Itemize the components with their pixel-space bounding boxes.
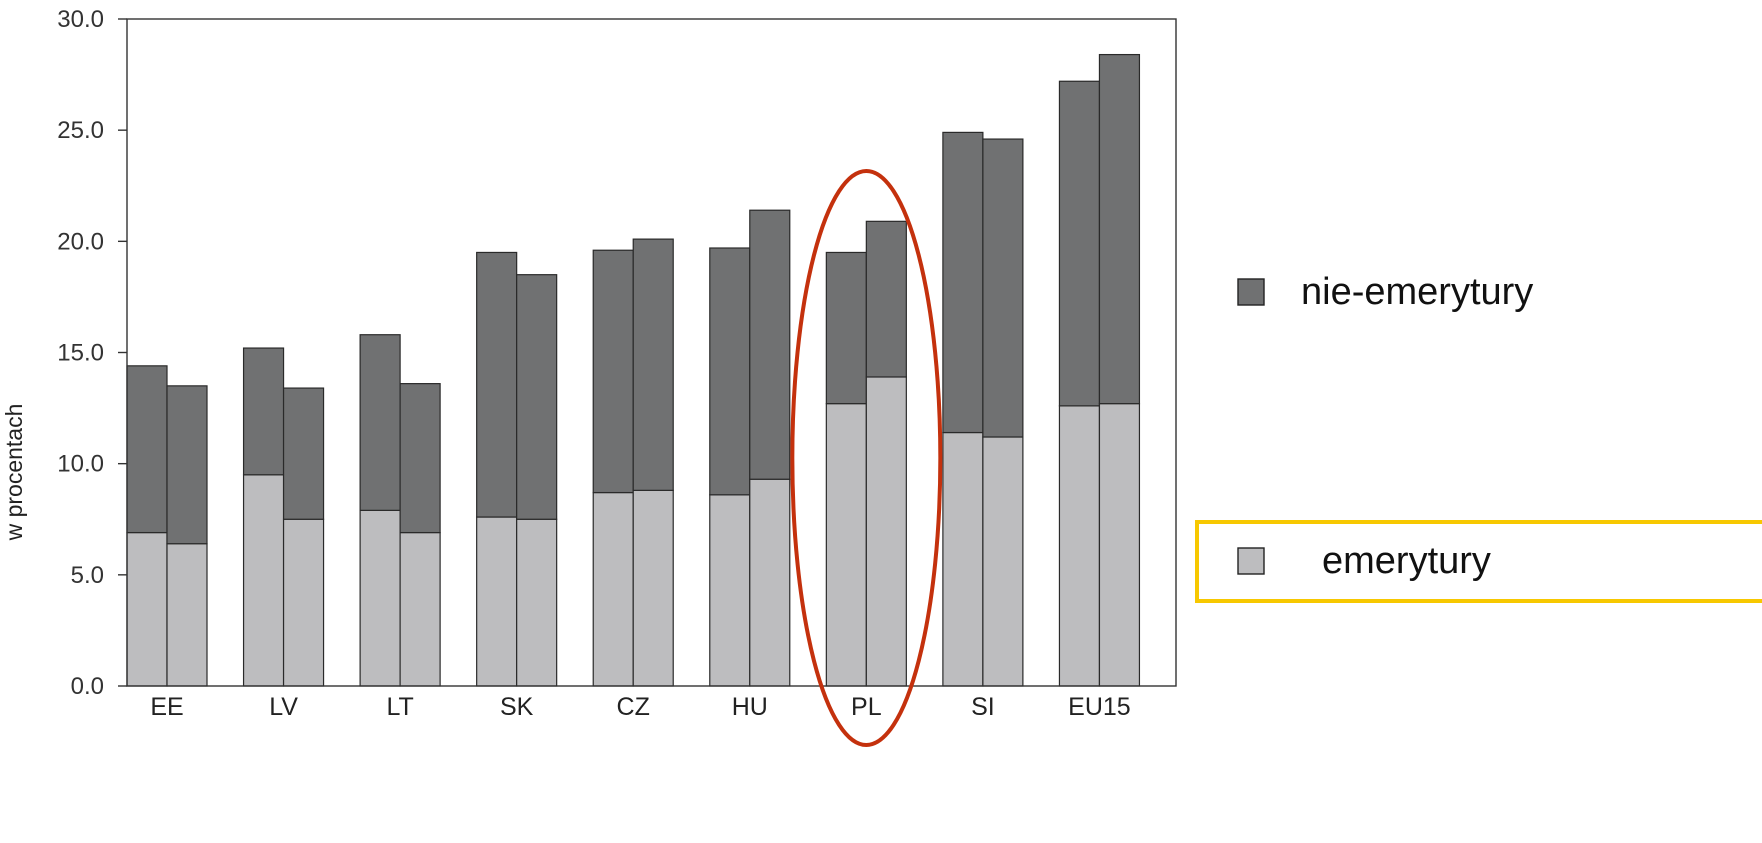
y-tick-label: 15.0 bbox=[57, 340, 104, 367]
x-tick-label-SI: SI bbox=[971, 693, 995, 721]
bar-emerytury-PL-2 bbox=[865, 376, 907, 687]
y-axis-label: w procentach bbox=[1, 404, 27, 542]
bar-emerytury-LT-2 bbox=[399, 531, 441, 687]
bar-nie-emerytury-HU-2 bbox=[749, 209, 791, 480]
bar-emerytury-LV-2 bbox=[282, 518, 325, 687]
bar-emerytury-EE-1 bbox=[126, 531, 168, 687]
y-tick-label: 20.0 bbox=[57, 228, 104, 255]
bar-nie-emerytury-SI-1 bbox=[942, 131, 984, 434]
bar-nie-emerytury-PL-2 bbox=[865, 220, 907, 378]
x-tick-label-LT: LT bbox=[386, 693, 413, 721]
y-tick-label: 5.0 bbox=[71, 562, 104, 589]
legend-swatch-emerytury bbox=[1237, 547, 1265, 575]
bars-layer bbox=[126, 53, 1141, 687]
bar-nie-emerytury-EE-2 bbox=[166, 385, 208, 545]
bar-emerytury-CZ-1 bbox=[592, 491, 634, 687]
bar-nie-emerytury-SK-1 bbox=[476, 251, 518, 518]
bar-nie-emerytury-EE-1 bbox=[126, 365, 168, 534]
bar-emerytury-SI-2 bbox=[982, 436, 1024, 687]
bar-emerytury-PL-1 bbox=[825, 403, 867, 687]
bar-emerytury-HU-1 bbox=[709, 494, 751, 687]
bar-emerytury-SI-1 bbox=[942, 431, 984, 687]
legend-label-emerytury: emerytury bbox=[1322, 540, 1491, 582]
bar-nie-emerytury-LT-1 bbox=[359, 334, 401, 511]
bar-nie-emerytury-HU-1 bbox=[709, 247, 751, 496]
bar-nie-emerytury-CZ-2 bbox=[632, 238, 674, 491]
bar-emerytury-SK-2 bbox=[516, 518, 558, 687]
bar-nie-emerytury-CZ-1 bbox=[592, 249, 634, 494]
legend-highlight-box bbox=[1195, 520, 1762, 603]
bar-nie-emerytury-SK-2 bbox=[516, 274, 558, 520]
x-tick-label-PL: PL bbox=[851, 693, 882, 721]
bar-nie-emerytury-LT-2 bbox=[399, 383, 441, 534]
x-tick-label-EE: EE bbox=[150, 693, 183, 721]
x-tick-label-EU15: EU15 bbox=[1068, 693, 1131, 721]
highlight-ellipse bbox=[790, 169, 943, 747]
x-tick-label-CZ: CZ bbox=[617, 693, 650, 721]
y-tick-label: 30.0 bbox=[57, 6, 104, 33]
bar-emerytury-CZ-2 bbox=[632, 489, 674, 687]
bar-emerytury-SK-1 bbox=[476, 516, 518, 687]
bar-nie-emerytury-PL-1 bbox=[825, 251, 867, 405]
y-tick-label: 0.0 bbox=[71, 673, 104, 700]
y-tick-label: 25.0 bbox=[57, 117, 104, 144]
annotations-layer bbox=[790, 169, 943, 747]
axes-layer: EE LV LT SK CZ HU PL SI EU15 0.0 5.0 10.0 15.0 20.0 25… bbox=[57, 6, 1177, 721]
bar-emerytury-LV-1 bbox=[242, 474, 285, 687]
bar-emerytury-EU15-1 bbox=[1058, 405, 1101, 687]
bar-nie-emerytury-EU15-2 bbox=[1098, 53, 1141, 405]
bar-nie-emerytury-SI-2 bbox=[982, 138, 1024, 438]
y-tick-label: 10.0 bbox=[57, 451, 104, 478]
bar-emerytury-HU-2 bbox=[749, 478, 791, 687]
bar-nie-emerytury-LV-2 bbox=[282, 387, 325, 520]
bar-emerytury-EE-2 bbox=[166, 543, 208, 687]
x-tick-label-LV: LV bbox=[269, 693, 298, 721]
legend-label-nie-emerytury: nie-emerytury bbox=[1301, 271, 1533, 313]
bar-nie-emerytury-LV-1 bbox=[242, 347, 285, 476]
legend-swatch-nie-emerytury bbox=[1237, 278, 1265, 306]
bar-emerytury-LT-1 bbox=[359, 509, 401, 687]
legend: nie-emerytury emerytury bbox=[1195, 271, 1762, 603]
bar-emerytury-EU15-2 bbox=[1098, 403, 1141, 687]
x-tick-label-SK: SK bbox=[500, 693, 534, 721]
bar-nie-emerytury-EU15-1 bbox=[1058, 80, 1101, 407]
x-tick-label-HU: HU bbox=[732, 693, 768, 721]
